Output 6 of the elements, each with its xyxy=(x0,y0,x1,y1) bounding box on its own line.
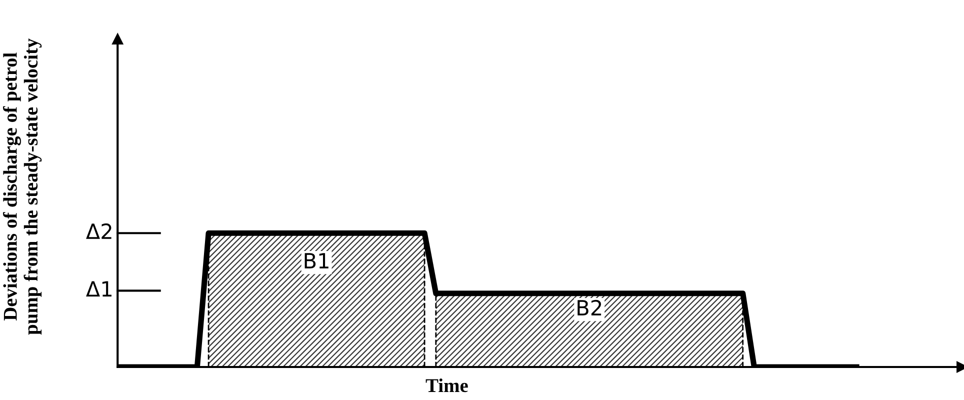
ref-line-label: Δ2 xyxy=(86,223,112,239)
annotation: B1 xyxy=(304,253,328,268)
y-axis-title: Deviations of discharge of petrol pump from the steady-state velocity xyxy=(3,38,42,335)
annotation: B2 xyxy=(578,300,602,316)
x-axis-title: Time xyxy=(426,378,468,392)
ref-line-label: Δ1 xyxy=(86,281,112,296)
